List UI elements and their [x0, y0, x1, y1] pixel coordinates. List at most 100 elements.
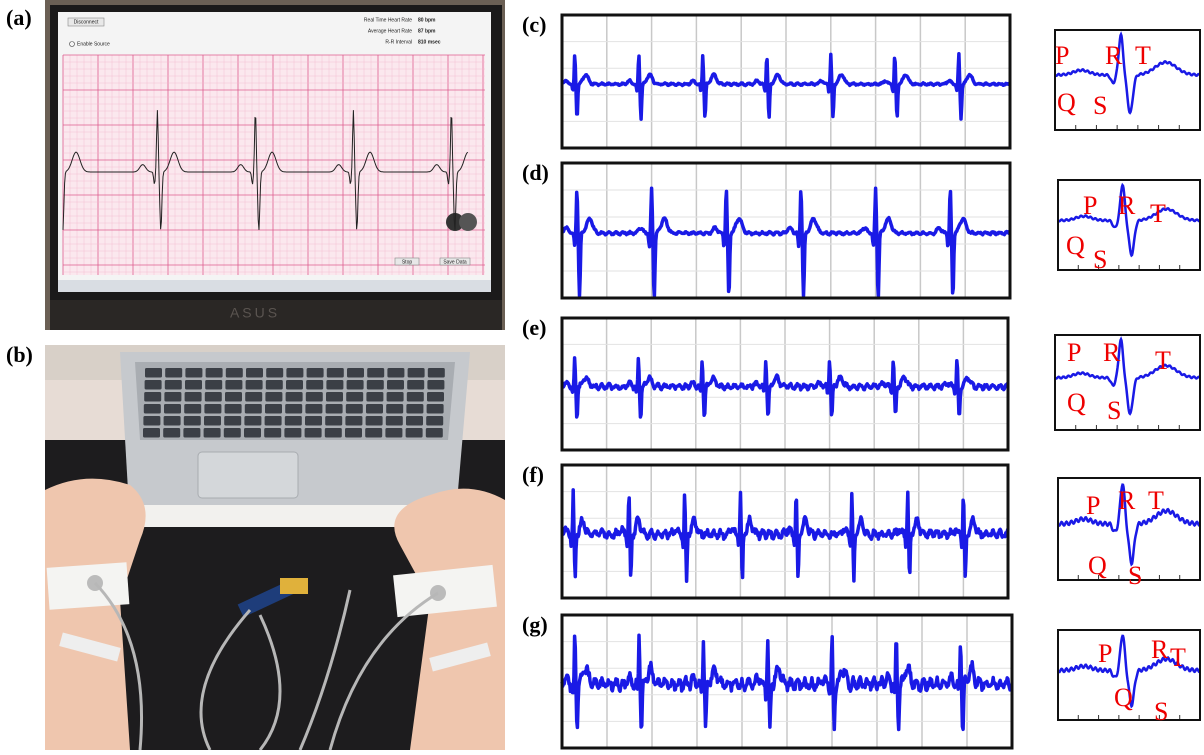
key [224, 416, 241, 426]
key [264, 428, 281, 438]
wave-label: Q [1088, 551, 1107, 580]
wave-label: R [1118, 191, 1136, 220]
key [265, 416, 282, 426]
figure: ASUS Disconnect Stop Save Data Enable So… [0, 0, 1204, 750]
key [426, 416, 443, 426]
button: Save Data [443, 259, 467, 265]
panel-label: (f) [522, 462, 544, 487]
panel-label: (a) [6, 5, 32, 30]
panel-label: (c) [522, 12, 546, 37]
wave-label: R [1118, 486, 1136, 515]
key [164, 392, 181, 402]
key [225, 380, 242, 390]
key [306, 392, 323, 402]
key [366, 392, 383, 402]
key [427, 404, 444, 414]
key [164, 416, 181, 426]
key [144, 392, 161, 402]
key [286, 368, 303, 378]
wave-label: Q [1114, 683, 1133, 712]
key [305, 428, 322, 438]
key [183, 428, 200, 438]
inset-frame [1055, 30, 1200, 130]
key [408, 368, 425, 378]
key [366, 416, 383, 426]
readout-label: Average Heart Rate [368, 28, 412, 34]
key [206, 368, 223, 378]
key [246, 380, 263, 390]
key [346, 392, 363, 402]
key [225, 404, 242, 414]
readout-value: 80 bpm [418, 17, 436, 23]
wave-label: P [1098, 639, 1112, 668]
key [365, 428, 382, 438]
key [246, 368, 263, 378]
key [326, 404, 343, 414]
key [346, 404, 363, 414]
key [225, 392, 242, 402]
key [345, 416, 362, 426]
key [165, 368, 182, 378]
key [407, 392, 424, 402]
key [305, 404, 322, 414]
key [266, 380, 283, 390]
key [164, 404, 181, 414]
button: Stop [402, 259, 413, 265]
key [305, 416, 322, 426]
wave-label: T [1155, 346, 1171, 375]
panel-label: (d) [522, 160, 549, 185]
wave-label: S [1128, 561, 1142, 590]
key [386, 416, 403, 426]
monitor-photo: ASUS Disconnect Stop Save Data Enable So… [45, 0, 505, 330]
key [185, 392, 202, 402]
key [326, 380, 343, 390]
key [145, 368, 162, 378]
key [165, 380, 182, 390]
key [326, 392, 343, 402]
readout-value: 87 bpm [418, 28, 436, 34]
wave-label: R [1103, 338, 1121, 367]
wave-label: Q [1057, 88, 1076, 117]
wave-label: T [1150, 199, 1166, 228]
button: Disconnect [74, 19, 99, 25]
key [204, 428, 221, 438]
key [406, 428, 423, 438]
key [407, 380, 424, 390]
key [244, 428, 261, 438]
panel-label: (g) [522, 612, 548, 637]
wave-label: P [1067, 338, 1081, 367]
key [224, 428, 241, 438]
key [285, 404, 302, 414]
wave-label: P [1086, 491, 1100, 520]
page: ASUS Disconnect Stop Save Data Enable So… [0, 0, 1204, 750]
key [205, 392, 222, 402]
wearable-photo [45, 345, 505, 750]
key [406, 416, 423, 426]
key [205, 380, 222, 390]
key [245, 404, 262, 414]
key [143, 416, 160, 426]
key [367, 380, 384, 390]
key [327, 368, 344, 378]
panel-label: (b) [6, 342, 33, 367]
key [347, 368, 364, 378]
key [245, 392, 262, 402]
key [427, 380, 444, 390]
key [244, 416, 261, 426]
key [285, 416, 302, 426]
wave-label: P [1055, 41, 1069, 70]
key [428, 368, 445, 378]
wave-label: S [1093, 245, 1107, 274]
key [387, 368, 404, 378]
key [284, 428, 301, 438]
wave-label: T [1148, 486, 1164, 515]
key [385, 428, 402, 438]
key [325, 428, 342, 438]
wave-label: Q [1067, 388, 1086, 417]
readout-value: 810 msec [418, 39, 441, 45]
readout-label: Real Time Heart Rate [364, 17, 412, 23]
key [306, 380, 323, 390]
key [387, 380, 404, 390]
key [204, 416, 221, 426]
wave-label: R [1105, 41, 1123, 70]
